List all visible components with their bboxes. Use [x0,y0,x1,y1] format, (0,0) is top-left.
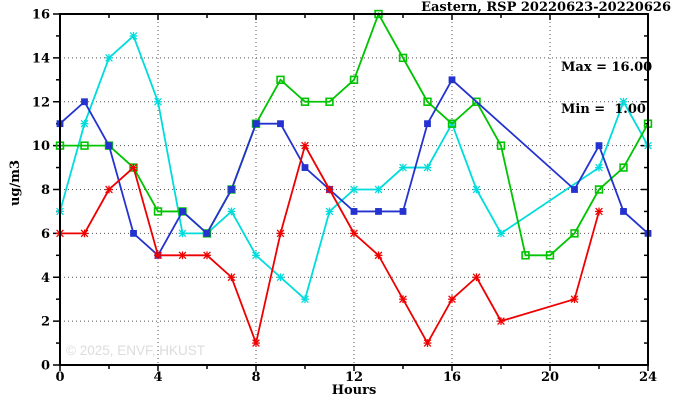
plot-border [59,13,649,366]
legend-min-label: Min = 1.00 [561,102,646,117]
legend-max-label: Max = 16.00 [561,60,653,75]
svg-text:16: 16 [443,370,461,385]
svg-text:20: 20 [541,370,559,385]
svg-text:10: 10 [32,139,50,154]
svg-text:0: 0 [41,359,50,374]
svg-text:6: 6 [41,227,50,242]
svg-text:4: 4 [41,271,50,286]
svg-text:12: 12 [32,95,50,110]
x-axis-label: Hours [331,383,377,398]
y-axis-label: ug/m3 [8,159,23,207]
svg-text:16: 16 [32,8,50,23]
svg-text:4: 4 [153,370,162,385]
watermark: © 2025, ENVF, HKUST [66,343,205,358]
svg-text:0: 0 [55,370,64,385]
svg-text:8: 8 [41,183,50,198]
svg-text:14: 14 [32,51,50,66]
svg-text:12: 12 [345,370,363,385]
series-cyan-series [56,32,652,304]
svg-text:24: 24 [639,370,657,385]
svg-text:8: 8 [251,370,260,385]
svg-text:2: 2 [41,315,50,330]
series-red-series [56,141,603,347]
chart-title: Eastern, RSP 20220623-20220626 [421,0,671,15]
legend: Max = 16.00 Min = 1.00 [561,33,652,145]
